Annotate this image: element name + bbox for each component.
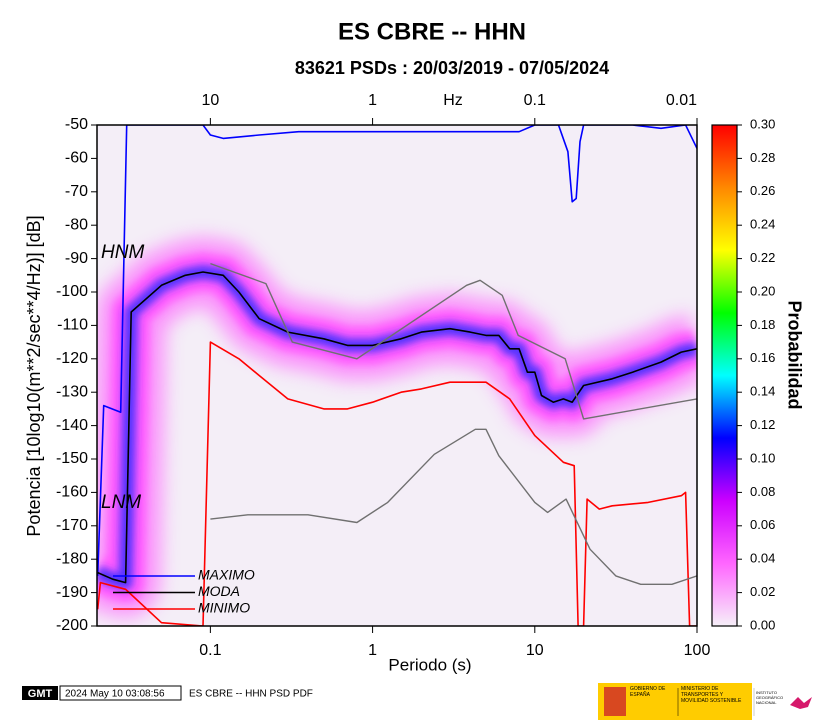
ministry-text: MINISTERIO DE TRANSPORTES Y MOVILIDAD SO… [681, 686, 742, 704]
y-tick-label: -90 [65, 250, 88, 267]
ign-logo [790, 697, 812, 709]
colorbar-tick-label: 0.28 [750, 150, 775, 165]
x-tick-label: 10 [526, 642, 544, 659]
footer: GMT 2024 May 10 03:08:56 ES CBRE -- HHN … [22, 683, 812, 720]
colorbar-tick-label: 0.20 [750, 283, 775, 298]
y-tick-label: -180 [56, 550, 88, 567]
chart-subtitle: 83621 PSDs : 20/03/2019 - 07/05/2024 [295, 58, 609, 78]
y-tick-label: -110 [57, 317, 88, 334]
axes: -50 -60 -70 -80 -90 -100 -110 -120 -130 -140 -150 -… [56, 92, 775, 659]
top-x-tick-label: 0.01 [666, 92, 697, 109]
gmt-logo: GMT [28, 688, 53, 700]
x-tick-label: 0.1 [199, 642, 221, 659]
colorbar-tick-label: 0.00 [750, 617, 775, 632]
legend-label: MODA [198, 583, 240, 599]
top-x-tick-label: 10 [201, 92, 219, 109]
colorbar-tick-label: 0.04 [750, 551, 775, 566]
caption: ES CBRE -- HHN PSD PDF [189, 689, 313, 700]
colorbar-tick-label: 0.22 [750, 250, 775, 265]
y-tick-label: -190 [56, 584, 88, 601]
institute-text-box: INSTITUTO GEOGRÁFICO NACIONAL [756, 690, 784, 705]
x-axis-label: Periodo (s) [388, 655, 471, 674]
coat-of-arms [604, 687, 626, 716]
series-line [97, 271, 697, 584]
gov-text: GOBIERNO DE ESPAÑA [630, 686, 666, 698]
y-tick-label: -150 [56, 450, 88, 467]
annotation: HNM [101, 242, 144, 263]
colorbar-tick-label: 0.18 [750, 317, 775, 332]
colorbar-tick-label: 0.26 [750, 183, 775, 198]
colorbar-tick-label: 0.14 [750, 384, 775, 399]
x-tick-label: 1 [368, 642, 377, 659]
colorbar-tick-label: 0.08 [750, 484, 775, 499]
gov-text-box: GOBIERNO DE ESPAÑA [630, 686, 666, 698]
y-tick-label: -120 [56, 350, 88, 367]
plot-layer [97, 125, 697, 626]
top-axis-unit: Hz [443, 92, 463, 109]
colorbar-tick-label: 0.30 [750, 116, 775, 131]
timestamp-box [59, 685, 182, 701]
x-tick-label: 100 [684, 642, 711, 659]
colorbar-tick-label: 0.16 [750, 350, 775, 365]
y-tick-label: -160 [56, 484, 88, 501]
plot-frame [96, 124, 698, 627]
timestamp: 2024 May 10 03:08:56 [65, 689, 165, 700]
colorbar-tick-label: 0.12 [750, 417, 775, 432]
legend-label: MINIMO [198, 600, 250, 616]
colorbar-tick-label: 0.24 [750, 217, 775, 232]
series-line [210, 262, 697, 420]
y-tick-label: -130 [56, 383, 88, 400]
ministry-text-box: MINISTERIO DE TRANSPORTES Y MOVILIDAD SO… [681, 686, 742, 704]
legend-label: MAXIMO [198, 567, 255, 583]
y-tick-label: -70 [65, 183, 88, 200]
series-line [210, 428, 697, 585]
y-tick-label: -200 [56, 617, 88, 634]
series-line [97, 341, 697, 626]
colorbar-tick-label: 0.06 [750, 517, 775, 532]
y-tick-label: -140 [56, 417, 88, 434]
colorbar-tick-label: 0.02 [750, 584, 775, 599]
colorbar-tick-label: 0.10 [750, 450, 775, 465]
series-line [97, 125, 697, 576]
y-axis-label: Potencia [10log10(m**2/sec**4/Hz)] [dB] [24, 215, 44, 536]
gmt-logo-box [22, 686, 58, 700]
y-tick-label: -100 [56, 283, 88, 300]
chart-title: ES CBRE -- HHN [338, 18, 526, 45]
y-tick-label: -80 [65, 216, 88, 233]
institute-text: INSTITUTO GEOGRÁFICO NACIONAL [756, 690, 784, 705]
colorbar-label: Probabilidad [784, 300, 804, 409]
top-x-tick-label: 0.1 [524, 92, 546, 109]
y-tick-label: -50 [65, 116, 88, 133]
top-x-tick-label: 1 [368, 92, 377, 109]
annotation: LNM [101, 492, 141, 513]
y-tick-label: -170 [56, 517, 88, 534]
y-tick-label: -60 [65, 150, 88, 167]
colorbar [711, 124, 738, 627]
